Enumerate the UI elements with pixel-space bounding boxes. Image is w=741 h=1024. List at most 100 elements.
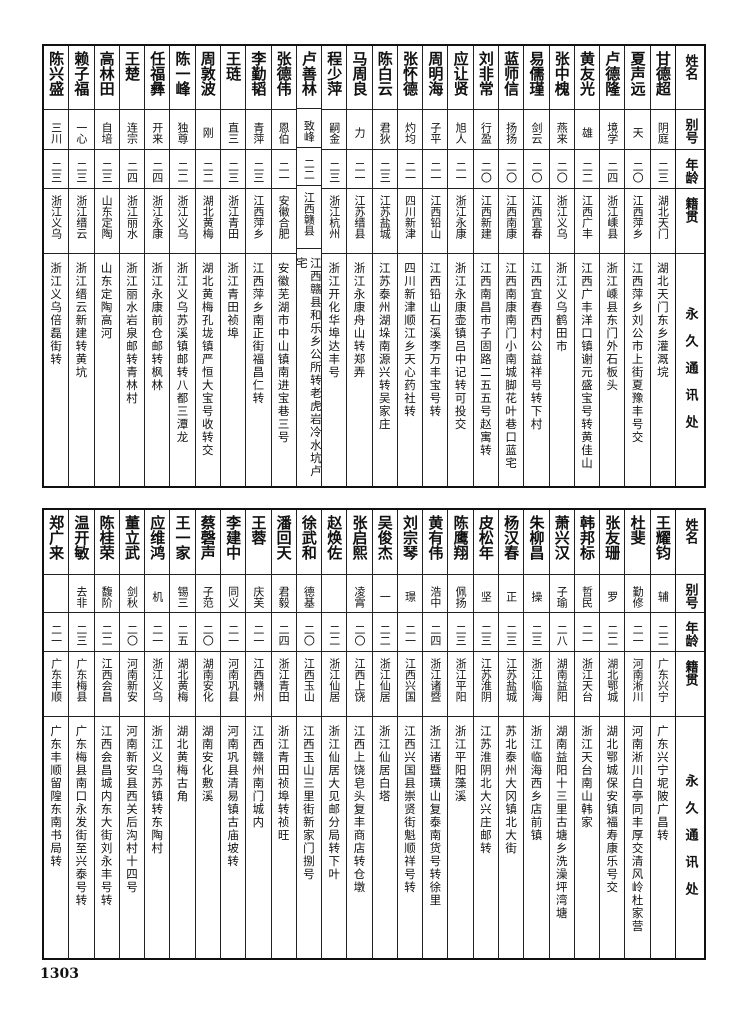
age-cell: 二一 bbox=[574, 613, 600, 652]
hometown-cell: 河南淅川 bbox=[625, 652, 650, 717]
name-text: 任福彝 bbox=[148, 51, 167, 96]
address-text: 河南新安县西关后沟村十四号 bbox=[124, 725, 139, 894]
age-cell: 二〇 bbox=[119, 613, 145, 652]
alias-text: 嗣金 bbox=[327, 121, 341, 144]
hometown-cell: 江西铅山 bbox=[423, 189, 448, 254]
alias-cell: 操 bbox=[524, 575, 549, 613]
alias-cell: 开来 bbox=[145, 110, 170, 150]
name-cell: 蔡磬声 bbox=[195, 510, 220, 575]
address-cell: 浙江义乌倍磊街转 bbox=[44, 254, 68, 486]
address-cell: 湖北黄梅古角 bbox=[170, 717, 194, 958]
address-cell: 江西萍乡南正街福昌仁转 bbox=[246, 254, 270, 486]
name-cell: 黄友光 bbox=[574, 46, 600, 110]
age-cell: 二三 bbox=[43, 150, 69, 189]
age-cell: 二一 bbox=[347, 150, 372, 189]
person-column: 赵焕佐 二二 浙江仙居 浙江仙居大见邮分局转下叶 bbox=[321, 510, 347, 958]
age-cell: 二三 bbox=[322, 150, 347, 189]
age-text: 二一 bbox=[403, 161, 417, 183]
name-cell: 卢德隆 bbox=[600, 46, 625, 110]
alias-cell: 自培 bbox=[94, 110, 119, 150]
address-cell: 江苏泰州湖垛南源兴转吴家庄 bbox=[373, 254, 397, 486]
header-cell-address: 永久通讯处 bbox=[676, 254, 704, 486]
age-text: 二二 bbox=[327, 624, 341, 646]
address-cell: 广东兴宁坭陂广昌转 bbox=[651, 717, 675, 958]
address-text: 江西兴国县崇贤街魁顺祥号转 bbox=[403, 725, 418, 894]
hometown-cell: 江西玉山 bbox=[296, 652, 322, 717]
age-text: 二三 bbox=[656, 161, 670, 183]
hometown-text: 江西新建 bbox=[479, 195, 493, 239]
address-cell: 江西玉山三里街新家门捌号 bbox=[297, 717, 321, 958]
hometown-text: 湖北天门 bbox=[656, 195, 670, 239]
age-cell: 二二 bbox=[296, 148, 322, 186]
address-cell: 河南新安县西关后沟村十四号 bbox=[120, 717, 144, 958]
address-cell: 山东定陶高河 bbox=[95, 254, 119, 486]
hometown-cell: 湖南安化 bbox=[195, 652, 220, 717]
hometown-cell: 安徽合肥 bbox=[271, 189, 296, 254]
address-cell: 湖北黄梅孔垅镇严恒大宝号收转交 bbox=[196, 254, 220, 486]
age-text: 二二 bbox=[656, 624, 670, 646]
hometown-text: 江西萍乡 bbox=[251, 195, 265, 239]
hometown-text: 浙江平阳 bbox=[454, 658, 468, 702]
person-column: 蔡磬声 子范 二〇 湖南安化 湖南安化敷溪 bbox=[194, 510, 220, 958]
header-label: 年龄 bbox=[682, 158, 698, 184]
hometown-text: 江西南康 bbox=[504, 195, 518, 239]
person-column: 萧兴汉 子瑜 二八 湖南益阳 湖南益阳十三里古塘乡洗澡坪湾塘 bbox=[548, 510, 574, 958]
name-text: 郑广来 bbox=[47, 515, 66, 560]
name-text: 张德伟 bbox=[274, 51, 293, 96]
header-cell-hometown: 籍贯 bbox=[676, 652, 704, 717]
name-text: 皮松年 bbox=[476, 515, 495, 560]
age-text: 二一 bbox=[403, 624, 417, 646]
address-cell: 江西上饶皂头复丰商店转仓墩 bbox=[347, 717, 371, 958]
age-text: 二一 bbox=[49, 624, 63, 646]
hometown-cell: 江苏盐城 bbox=[499, 652, 524, 717]
person-column: 张启熙 凌霄 二〇 江西上饶 江西上饶皂头复丰商店转仓墩 bbox=[346, 510, 372, 958]
address-cell: 江西兴国县崇贤街魁顺祥号转 bbox=[398, 717, 422, 958]
address-text: 浙江永康前仓邮转枫林 bbox=[150, 262, 165, 392]
hometown-text: 浙江丽水 bbox=[125, 195, 139, 239]
address-text: 浙江平阳藻溪 bbox=[453, 725, 468, 803]
person-column: 王耀钧辅二二 广东兴宁 广东兴宁坭陂广昌转 bbox=[649, 510, 675, 958]
alias-text: 境学 bbox=[605, 121, 619, 144]
header-cell-alias: 别号 bbox=[676, 575, 704, 613]
age-text: 二一 bbox=[226, 624, 240, 646]
person-column: 李建中 同义 二一 河南巩县 河南巩县清易镇古庙坡转 bbox=[219, 510, 246, 958]
person-column: 韩邦标 哲民 二一 浙江天台 浙江天台南山韩家 bbox=[573, 510, 600, 958]
address-text: 浙江义乌倍磊街转 bbox=[49, 262, 64, 366]
address-text: 湖北鄂城保安镇福寿康乐号交 bbox=[605, 725, 620, 894]
address-cell: 湖南益阳十三里古塘乡洗澡坪湾塘 bbox=[550, 717, 574, 958]
alias-text: 正 bbox=[504, 591, 518, 602]
person-column: 程少萍 嗣金 二三 浙江杭州 浙江开化华埠达丰号 bbox=[321, 46, 347, 486]
address-text: 江西赣县和乐乡公所转老虎岩冷水坑卢宅 bbox=[296, 257, 322, 479]
hometown-cell: 湖北黄梅 bbox=[170, 652, 195, 717]
address-cell: 浙江青田祯埠转祯旺 bbox=[272, 717, 296, 958]
age-cell: 二三 bbox=[220, 150, 246, 189]
age-cell: 二二 bbox=[650, 613, 675, 652]
header-label: 年龄 bbox=[682, 621, 698, 647]
address-cell: 广东梅县南口永发街至兴泰号转 bbox=[69, 717, 93, 958]
hometown-text: 广东兴宁 bbox=[656, 658, 670, 702]
age-cell: 二一 bbox=[625, 613, 650, 652]
alias-text: 德基 bbox=[302, 585, 316, 608]
hometown-cell: 浙江嵊县 bbox=[600, 189, 625, 254]
person-column: 周敦波刚二二 湖北黄梅 湖北黄梅孔垅镇严恒大宝号收转交 bbox=[194, 46, 220, 486]
name-cell: 张中槐 bbox=[549, 46, 574, 110]
header-label: 别号 bbox=[682, 118, 698, 144]
alias-text: 锡三 bbox=[176, 585, 190, 608]
name-cell: 赖子福 bbox=[69, 46, 94, 110]
name-text: 王琏 bbox=[224, 51, 243, 81]
header-label: 别号 bbox=[682, 583, 698, 609]
alias-text: 连宗 bbox=[125, 121, 139, 144]
alias-cell: 剑云 bbox=[524, 110, 549, 150]
hometown-text: 湖北鄂城 bbox=[605, 658, 619, 702]
age-text: 二一 bbox=[428, 161, 442, 183]
hometown-cell: 浙江青田 bbox=[220, 189, 246, 254]
address-text: 江西玉山三里街新家门捌号 bbox=[301, 725, 316, 881]
name-text: 张中槐 bbox=[552, 51, 571, 96]
name-text: 王楚 bbox=[122, 51, 141, 81]
alias-cell: 燕来 bbox=[549, 110, 574, 150]
person-column: 黄友光雄二二 江西广丰 江西广丰洋口镇谢元盛宝号转黄佳山 bbox=[573, 46, 600, 486]
person-column: 卢德隆 境学 二四 浙江嵊县 浙江嵊县东门外石板头 bbox=[599, 46, 625, 486]
alias-cell: 刚 bbox=[195, 110, 220, 150]
address-cell: 浙江平阳藻溪 bbox=[448, 717, 472, 958]
name-cell: 甘德超 bbox=[650, 46, 675, 110]
